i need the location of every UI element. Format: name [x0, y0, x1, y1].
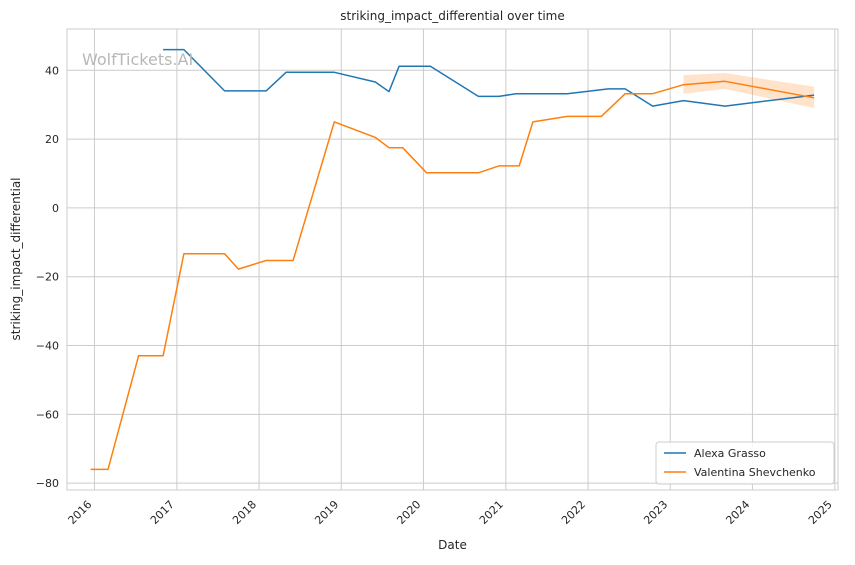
series-line — [163, 48, 815, 107]
y-tick-label: 20 — [45, 133, 59, 146]
legend-box — [655, 441, 835, 485]
y-tick-label: −80 — [36, 477, 59, 490]
legend: Alexa Grasso Valentina Shevchenko — [655, 441, 835, 485]
chart-title: striking_impact_differential over time — [340, 9, 565, 23]
y-tick-labels: 40 20 0 −20 −40 −60 −80 — [36, 64, 59, 490]
series-line — [90, 80, 815, 471]
legend-label: Alexa Grasso — [694, 447, 766, 460]
y-gridlines — [67, 69, 838, 484]
x-tick-label: 2021 — [477, 498, 506, 527]
x-tick-label: 2022 — [559, 498, 588, 527]
x-tick-label: 2025 — [806, 498, 835, 527]
watermark: WolfTickets.AI — [82, 50, 193, 69]
plot-frame — [66, 28, 839, 491]
y-tick-label: −20 — [36, 271, 59, 284]
x-tick-label: 2020 — [394, 498, 423, 527]
x-tick-label: 2019 — [312, 498, 341, 527]
plot-border — [66, 28, 839, 491]
x-axis-label: Date — [438, 538, 467, 552]
x-tick-label: 2018 — [230, 498, 259, 527]
y-tick-label: −40 — [36, 340, 59, 353]
y-tick-label: 0 — [52, 202, 59, 215]
legend-label: Valentina Shevchenko — [694, 466, 816, 479]
y-axis-label: striking_impact_differential — [9, 177, 23, 340]
x-tick-labels: 2016 2017 2018 2019 2020 2021 2022 2023 2024 2025 — [66, 498, 835, 527]
y-tick-label: −60 — [36, 408, 59, 421]
x-tick-label: 2016 — [66, 498, 95, 527]
y-tick-label: 40 — [45, 64, 59, 77]
x-tick-label: 2017 — [148, 498, 177, 527]
x-tick-label: 2023 — [641, 498, 670, 527]
x-tick-label: 2024 — [723, 498, 752, 527]
plot-area — [67, 29, 838, 490]
series-lines — [90, 48, 815, 471]
x-gridlines — [93, 29, 836, 490]
